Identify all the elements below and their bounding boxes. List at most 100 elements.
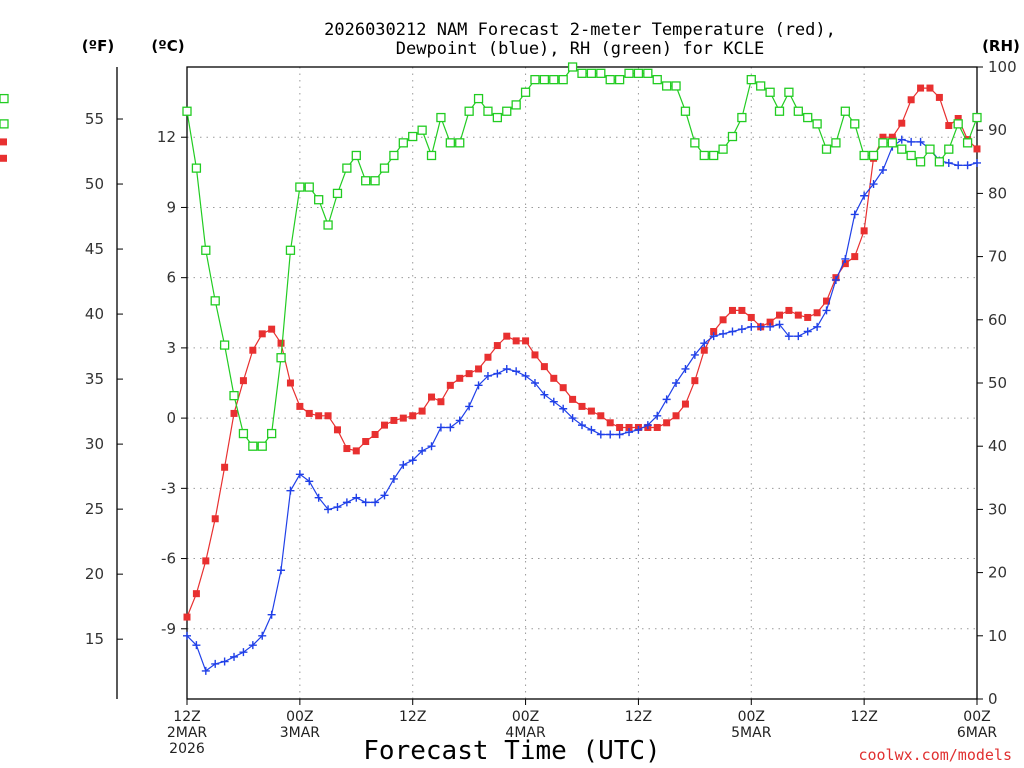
dewpoint-point (944, 158, 953, 167)
fahrenheit-tick-label: 50 (85, 175, 104, 193)
temperature-point (804, 313, 812, 321)
dewpoint-point (897, 135, 906, 144)
temperature-point (776, 311, 783, 319)
temperature-point (540, 363, 548, 371)
dewpoint-point (831, 276, 840, 285)
temperature-point (211, 515, 219, 523)
temperature-point (653, 423, 661, 431)
rh-point (821, 144, 832, 154)
x-tick-label: 2MAR (167, 725, 208, 741)
x-tick-label: 12Z (850, 709, 877, 725)
temperature-point (973, 145, 981, 153)
temperature-point (484, 353, 492, 361)
dewpoint-point (446, 423, 455, 432)
series-line (186, 87, 978, 618)
rh-tick-label: 60 (988, 311, 1007, 329)
dewpoint-point (465, 402, 474, 411)
temperature-point (785, 306, 793, 314)
temperature-point (371, 430, 379, 438)
dewpoint-point (878, 165, 887, 174)
rh-point (897, 144, 907, 154)
dewpoint-point (333, 503, 342, 512)
temperature-point (503, 332, 511, 340)
rh-point (596, 68, 606, 78)
temperature-point (794, 311, 802, 319)
celsius-tick-label: 6 (166, 269, 176, 287)
temperature-point (230, 409, 238, 417)
temperature-point (277, 339, 285, 347)
rh-point (276, 353, 286, 363)
temperature-point (446, 381, 454, 389)
rh-point (549, 74, 559, 85)
x-axis-label: Forecast Time (UTC) (363, 736, 660, 766)
dewpoint-point (766, 322, 775, 331)
dewpoint-point (493, 369, 502, 378)
x-tick-label: 2026 (169, 741, 205, 757)
rh-point (332, 188, 343, 199)
dewpoint-point (211, 659, 220, 668)
temperature-point (888, 133, 896, 141)
rh-point (840, 106, 850, 116)
dewpoint-point (380, 491, 389, 500)
dewpoint-point (954, 161, 963, 170)
fahrenheit-tick-label: 30 (85, 435, 104, 453)
rh-point (784, 87, 794, 97)
dewpoint-point (587, 425, 596, 434)
rh-tick-label: 50 (988, 374, 1007, 392)
dewpoint-point (681, 364, 690, 373)
rh-point (756, 81, 766, 91)
rh-point (351, 150, 361, 161)
rh-tick-label: 70 (988, 248, 1007, 266)
dewpoint-point (615, 430, 624, 439)
dewpoint-point (869, 180, 878, 189)
rh-point (201, 245, 211, 255)
temperature-point (926, 84, 934, 92)
temperature-point (663, 419, 671, 427)
rh-point (878, 138, 888, 148)
temperature-point (465, 370, 473, 378)
rh-point (812, 119, 822, 129)
temperature-point (221, 463, 229, 471)
celsius-tick-label: 9 (166, 198, 176, 216)
dewpoint-point (549, 397, 558, 406)
temperature-point (428, 393, 436, 401)
fahrenheit-tick-label: 15 (85, 630, 104, 648)
fahrenheit-tick-label: 35 (85, 370, 104, 388)
series-open-square (0, 62, 982, 451)
rh-point (342, 163, 352, 173)
temperature-point (681, 400, 689, 408)
temperature-point (202, 557, 210, 565)
temperature-point (813, 309, 821, 317)
rh-point (248, 441, 258, 451)
temperature-point (728, 306, 736, 314)
temperature-point (672, 412, 680, 420)
temperature-point (296, 402, 304, 410)
temperature-point (823, 297, 831, 305)
dewpoint-point (361, 498, 370, 507)
plot-frame (186, 66, 978, 700)
rh-point (464, 106, 474, 116)
dewpoint-point (399, 460, 408, 469)
x-tick-label: 6MAR (957, 725, 998, 741)
rh-point (426, 150, 437, 161)
rh-tick-label: 40 (988, 437, 1007, 455)
dewpoint-point (192, 641, 201, 650)
temperature-point (418, 407, 426, 415)
dewpoint-point (625, 428, 634, 437)
dewpoint-point (803, 327, 812, 336)
rh-point (210, 296, 220, 306)
dewpoint-point (521, 371, 530, 380)
rh-point (229, 390, 239, 401)
dewpoint-point (822, 306, 831, 315)
dewpoint-point (662, 395, 671, 404)
rh-point (436, 112, 446, 123)
rh-point (530, 74, 540, 85)
fahrenheit-tick-label: 25 (85, 500, 104, 518)
x-tick-label: 4MAR (505, 725, 546, 741)
dewpoint-point (728, 327, 737, 336)
series-plus (183, 135, 981, 675)
rh-point (850, 119, 860, 129)
temperature-point (343, 445, 351, 453)
temperature-point (456, 374, 464, 382)
